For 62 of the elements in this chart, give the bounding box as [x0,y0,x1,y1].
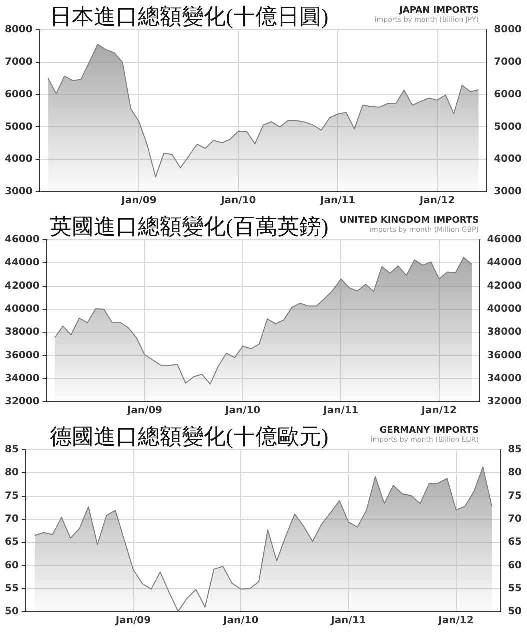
y-tick-label: 7000 [4,56,33,68]
y2-tick-label: 7000 [494,56,522,68]
y2-tick-label: 4000 [494,154,522,166]
y2-tick-label: 75 [508,490,522,502]
y2-tick-label: 80 [508,468,522,479]
chart-subtitle: UNITED KINGDOM IMPORTS [340,216,479,226]
y2-tick-label: 3000 [494,186,522,198]
y2-tick-label: 50 [508,606,522,618]
y2-tick-label: 42000 [487,280,522,292]
y-tick-label: 46000 [4,234,40,246]
y-tick-label: 38000 [4,327,40,338]
x-tick-label: Jan/10 [224,406,261,417]
y2-tick-label: 8000 [494,24,522,36]
y-tick-label: 70 [4,514,19,526]
y2-tick-label: 70 [508,514,522,526]
y-tick-label: 85 [4,444,19,456]
y2-tick-label: 46000 [487,234,522,246]
y-tick-label: 40000 [4,304,40,316]
y-tick-label: 60 [4,560,19,572]
y2-tick-label: 44000 [487,258,522,269]
y2-tick-label: 40000 [487,304,522,316]
y2-tick-label: 6000 [494,89,522,100]
y-tick-label: 5000 [4,122,33,133]
x-tick-label: Jan/09 [114,616,152,627]
y2-tick-label: 38000 [487,327,522,338]
x-tick-label: Jan/09 [120,196,157,207]
x-tick-label: Jan/11 [330,616,366,627]
y2-tick-label: 34000 [487,373,522,384]
y-tick-label: 34000 [4,373,40,384]
x-tick-label: Jan/12 [420,406,457,417]
chart-title: 英國進口總額變化(百萬英鎊) [50,213,329,241]
chart-subtitle: GERMANY IMPORTS [378,426,479,436]
x-tick-label: Jan/10 [222,616,259,627]
y-tick-label: 55 [4,583,19,594]
y-tick-label: 4000 [4,154,33,166]
x-tick-label: Jan/12 [418,196,456,207]
y-tick-label: 42000 [4,280,40,292]
y-tick-label: 75 [4,490,19,502]
y-tick-label: 8000 [4,24,33,36]
y-tick-label: 44000 [4,258,40,269]
x-tick-label: Jan/12 [438,616,474,627]
x-tick-label: Jan/10 [220,196,256,207]
y-tick-label: 3000 [4,186,33,198]
chart-title: 德國進口總額變化(十億歐元) [50,423,329,451]
y2-tick-label: 65 [508,537,522,548]
y-tick-label: 6000 [4,89,33,100]
y2-tick-label: 36000 [487,350,522,362]
y-tick-label: 80 [4,468,19,479]
x-tick-label: Jan/11 [319,196,356,207]
y2-tick-label: 55 [508,583,522,594]
y2-tick-label: 60 [508,560,522,572]
y-tick-label: 65 [4,537,19,548]
y2-tick-label: 85 [508,444,522,456]
chart-subtitle: JAPAN IMPORTS [398,6,479,16]
y2-tick-label: 32000 [487,396,522,408]
chart-title: 日本進口總額變化(十億日圓) [50,3,329,31]
y-tick-label: 36000 [4,350,40,362]
y2-tick-label: 5000 [494,122,522,133]
y-tick-label: 32000 [4,396,40,408]
y-tick-label: 50 [4,606,19,618]
x-tick-label: Jan/09 [126,406,163,417]
x-tick-label: Jan/11 [322,406,359,417]
